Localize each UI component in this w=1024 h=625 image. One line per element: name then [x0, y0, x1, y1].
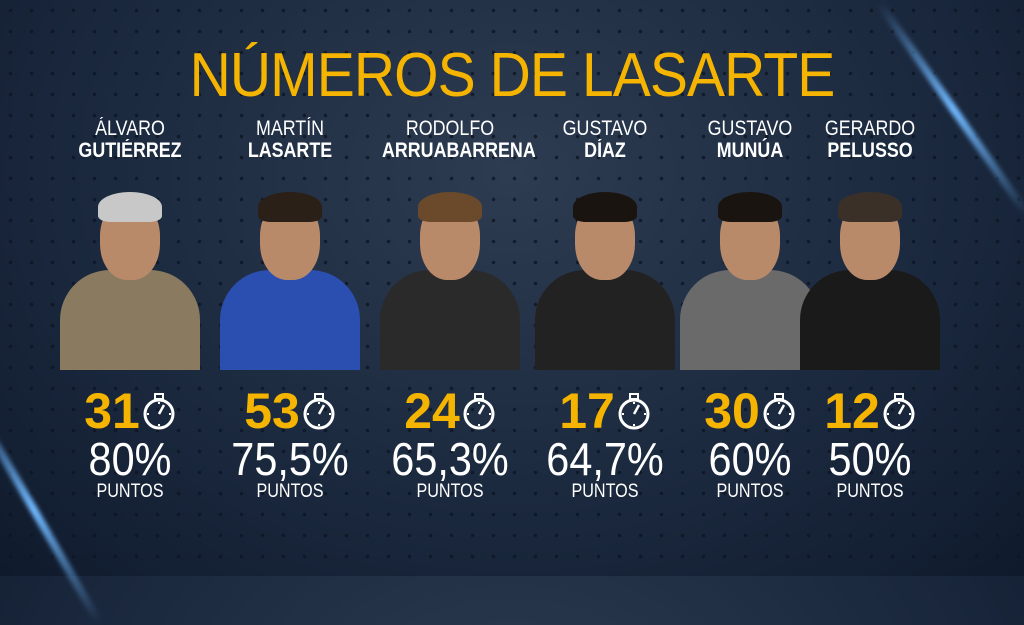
coach-first-name: MARTÍN [255, 117, 325, 140]
coach-photo [530, 170, 680, 370]
coach-stats: 12 50% PUNTOS [790, 386, 950, 502]
points-label: PUNTOS [96, 481, 164, 502]
points-percentage: 65,3% [391, 433, 509, 485]
points-percentage: 80% [88, 433, 172, 485]
coach-last-name: GUTIÉRREZ [78, 139, 182, 162]
stopwatch-icon [883, 393, 915, 430]
points-label: PUNTOS [571, 481, 639, 502]
coach-photo [795, 170, 945, 370]
coach-card: ÁLVARO GUTIÉRREZ [50, 118, 210, 370]
coach-card: RODOLFO ARRUABARRENA [370, 117, 536, 370]
points-percentage: 50% [828, 433, 912, 485]
coach-first-name: GUSTAVO [707, 117, 793, 140]
games-count: 53 [244, 383, 300, 439]
coach-last-name: MUNÚA [716, 139, 784, 162]
points-label: PUNTOS [416, 481, 484, 502]
coach-stats: 30 60% PUNTOS [670, 386, 830, 502]
coach-last-name: PELUSSO [827, 139, 913, 162]
stopwatch-icon [143, 393, 175, 430]
stopwatch-icon [618, 393, 650, 430]
coach-first-name: GUSTAVO [562, 117, 648, 140]
coach-last-name: DÍAZ [584, 139, 626, 162]
coach-first-name: ÁLVARO [95, 117, 165, 140]
games-count: 30 [704, 383, 760, 439]
games-count: 31 [84, 383, 140, 439]
coach-stats: 17 64,7% PUNTOS [525, 386, 685, 502]
games-count: 12 [824, 383, 880, 439]
coach-photo [675, 170, 825, 370]
coach-stats: 31 80% PUNTOS [50, 386, 210, 502]
page-title: NÚMEROS DE LASARTE [189, 41, 836, 110]
games-count: 24 [404, 383, 460, 439]
points-label: PUNTOS [836, 481, 904, 502]
stopwatch-icon [463, 393, 495, 430]
games-count: 17 [559, 383, 615, 439]
points-label: PUNTOS [716, 481, 784, 502]
coach-card: GERARDO PELUSSO [790, 118, 950, 370]
coach-card: GUSTAVO MUNÚA [670, 118, 830, 370]
coach-first-name: RODOLFO [405, 117, 495, 140]
coach-stats: 24 65,3% PUNTOS [370, 386, 530, 502]
points-percentage: 75,5% [231, 433, 349, 485]
coach-photo [375, 170, 525, 370]
coach-stats: 53 75,5% PUNTOS [210, 386, 370, 502]
points-percentage: 64,7% [546, 433, 664, 485]
coach-first-name: GERARDO [824, 117, 916, 140]
coach-photo [215, 170, 365, 370]
stopwatch-icon [763, 393, 795, 430]
coach-card: GUSTAVO DÍAZ [525, 118, 685, 370]
coach-last-name: LASARTE [247, 139, 333, 162]
coach-card: MARTÍN LASARTE [210, 118, 370, 370]
coach-photo [55, 170, 205, 370]
coach-last-name: ARRUABARRENA [382, 139, 536, 162]
points-label: PUNTOS [256, 481, 324, 502]
points-percentage: 60% [708, 433, 792, 485]
stopwatch-icon [303, 393, 335, 430]
